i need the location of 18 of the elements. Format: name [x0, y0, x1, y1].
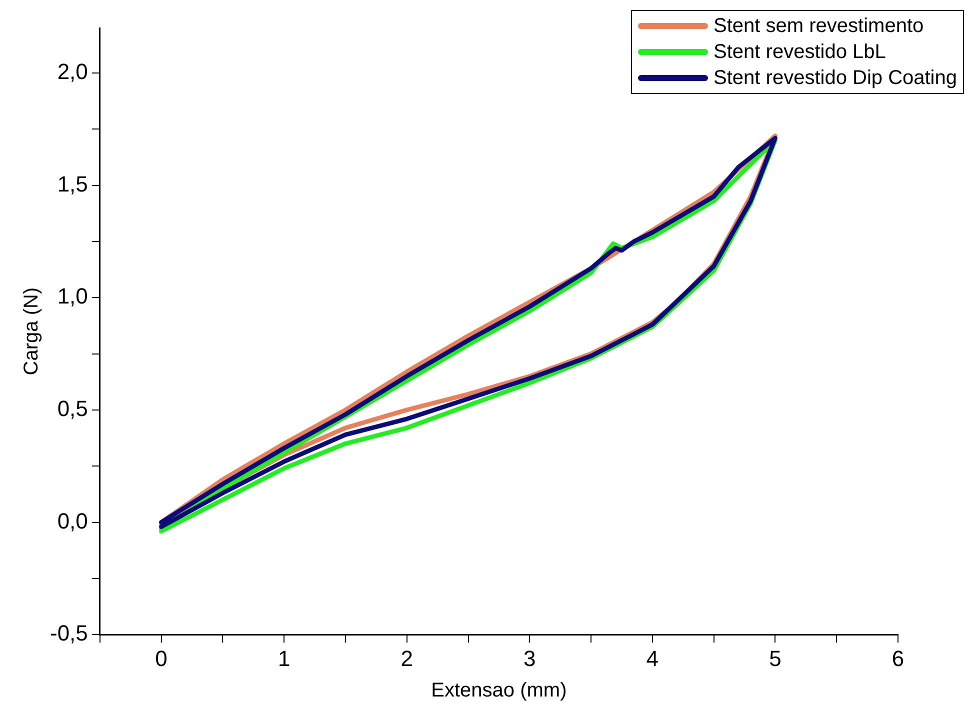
y-tick-label: 2,0	[57, 58, 88, 84]
y-tick-label: 0,5	[57, 396, 88, 421]
x-tick-label: 1	[278, 646, 290, 671]
legend-label: Stent revestido Dip Coating	[714, 66, 957, 91]
y-tick-label: 1,5	[57, 171, 88, 196]
x-tick-label: 0	[155, 646, 168, 671]
y-tick-label: -0,5	[50, 620, 88, 646]
y-tick-label: 0,0	[57, 508, 88, 534]
x-tick-label: 3	[524, 646, 536, 671]
x-tick-label: 6	[892, 646, 904, 671]
y-tick-label: 1,0	[57, 284, 88, 309]
x-tick-label: 4	[646, 646, 659, 671]
y-axis-title: Carga (N)	[20, 287, 43, 376]
legend-label: Stent sem revestimento	[714, 14, 924, 39]
x-axis-title: Extensao (mm)	[431, 680, 567, 702]
x-tick-label: 2	[400, 646, 413, 671]
legend-label: Stent revestido LbL	[714, 40, 886, 65]
x-tick-label: 5	[769, 646, 782, 671]
